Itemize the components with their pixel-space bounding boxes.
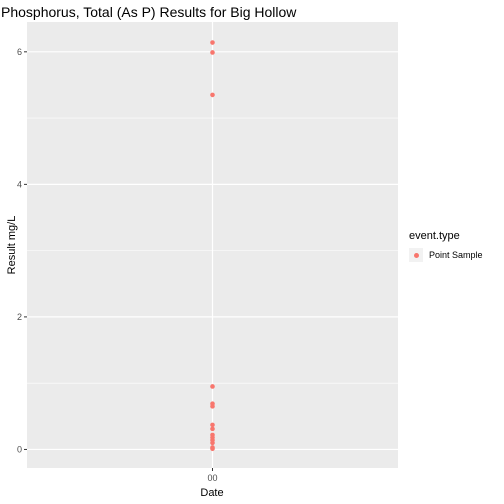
legend: event.type Point Sample [409, 230, 483, 262]
data-point [210, 50, 215, 55]
data-point [210, 384, 215, 389]
data-point [210, 92, 215, 98]
legend-title: event.type [409, 230, 460, 242]
data-point [210, 446, 215, 452]
x-axis: 00 [207, 468, 218, 483]
data-point [210, 422, 215, 428]
y-axis: 0 2 4 6 [17, 47, 27, 454]
y-axis-title: Result mg/L [6, 216, 18, 275]
data-point [210, 426, 215, 432]
legend-dot-icon [413, 252, 419, 258]
y-tick-label: 6 [17, 47, 22, 57]
legend-key [409, 248, 423, 262]
x-axis-title: Date [200, 487, 223, 499]
y-tick-label: 4 [17, 179, 22, 189]
data-points [210, 40, 215, 452]
x-tick-label: 00 [207, 473, 217, 483]
legend-item: Point Sample [409, 248, 483, 262]
data-point [210, 404, 215, 409]
chart-title: Phosphorus, Total (As P) Results for Big… [1, 4, 297, 20]
data-point [210, 440, 215, 446]
y-tick-label: 2 [17, 312, 22, 322]
legend-label: Point Sample [429, 250, 483, 260]
data-point [210, 40, 215, 45]
y-tick-label: 0 [17, 444, 22, 454]
